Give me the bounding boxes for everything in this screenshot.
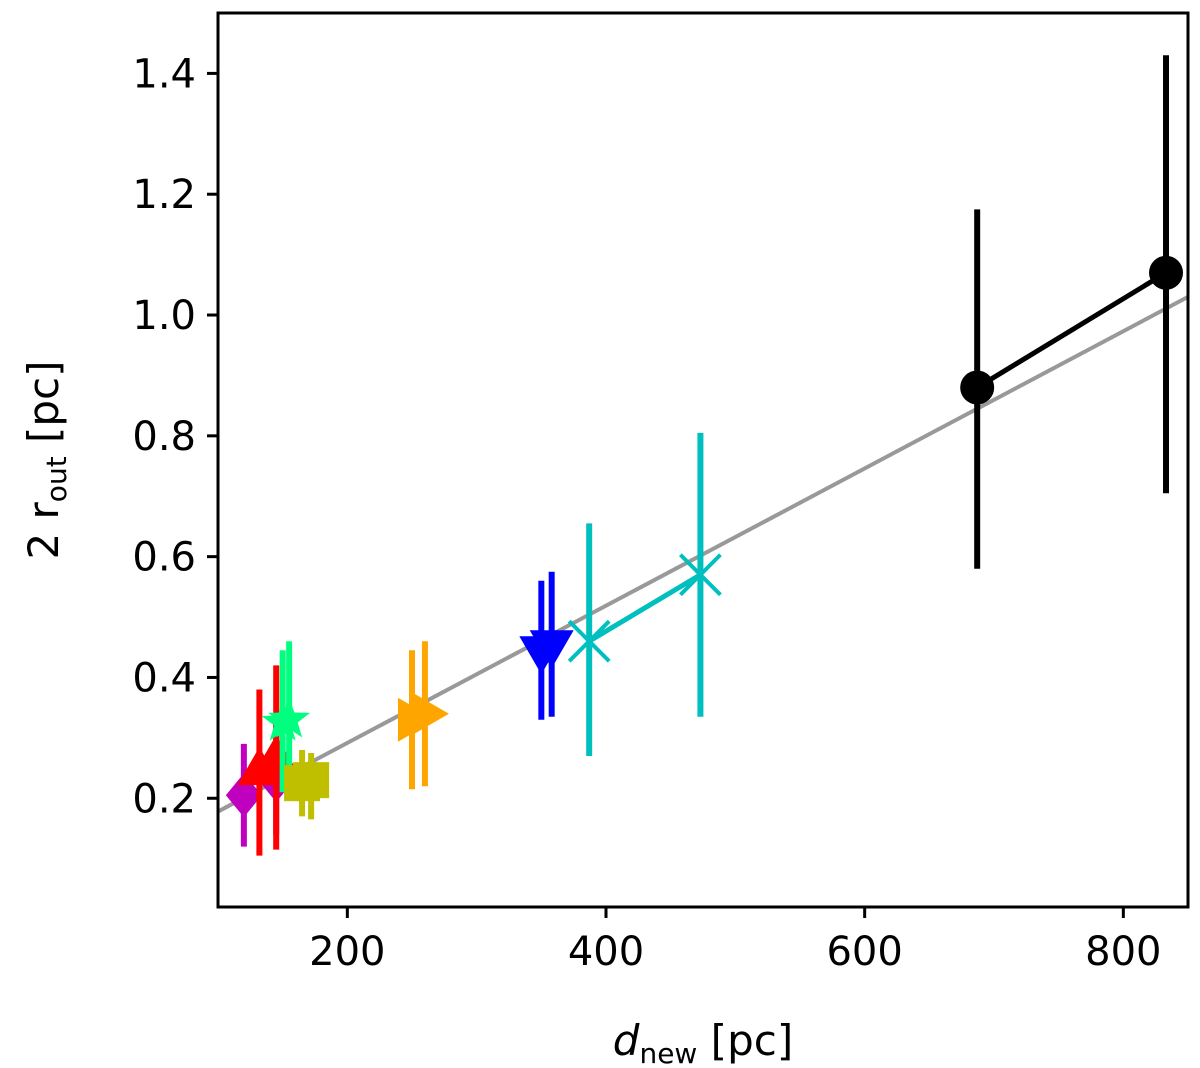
y-axis-label-unit: [pc] [19,360,68,456]
x-axis-label-sub: new [639,1037,697,1068]
y-axis-label: 2 rout [pc] [19,360,73,559]
data-point-circle [1149,255,1184,290]
plot-frame [216,11,1190,909]
series-line [587,572,702,644]
data-point-square [293,762,330,799]
x-axis-label-main: d [613,1016,640,1065]
y-tick-label: 0.2 [132,776,196,822]
x-tick-label: 400 [568,929,644,975]
data-point-x [567,619,611,663]
axes: 200 400 600 800 0.2 0.4 0.6 0.8 1.0 1.2 1.4 [132,51,1161,975]
series-black-circle [960,55,1184,569]
plot-area [218,55,1188,856]
data-point-triangle-down [529,630,574,669]
x-axis-label: dnew [pc] [613,1016,793,1068]
series-cyan-x [567,432,722,756]
data-point-triangle-right [410,691,449,736]
x-axis-label-unit: [pc] [697,1016,793,1065]
y-tick-label: 1.2 [132,172,196,218]
y-tick-label: 1.0 [132,293,196,339]
series-blue-triangle-down [519,571,574,720]
x-tick-label: 200 [309,929,385,975]
y-axis-label-sub: out [40,456,73,502]
y-tick-label: 0.4 [132,655,196,701]
y-tick-label: 1.4 [132,51,196,97]
data-point-star [268,697,311,738]
series-olive-square [284,749,330,820]
data-point-x [678,553,722,597]
x-tick-label: 800 [1085,929,1161,975]
y-axis-label-prefix: 2 r [19,501,68,559]
x-tick-label: 600 [826,929,902,975]
y-tick-label: 0.6 [132,535,196,581]
y-tick-label: 0.8 [132,414,196,460]
data-point-circle [960,370,995,405]
series-line [975,270,1168,390]
series-orange-triangle-right [398,641,449,790]
